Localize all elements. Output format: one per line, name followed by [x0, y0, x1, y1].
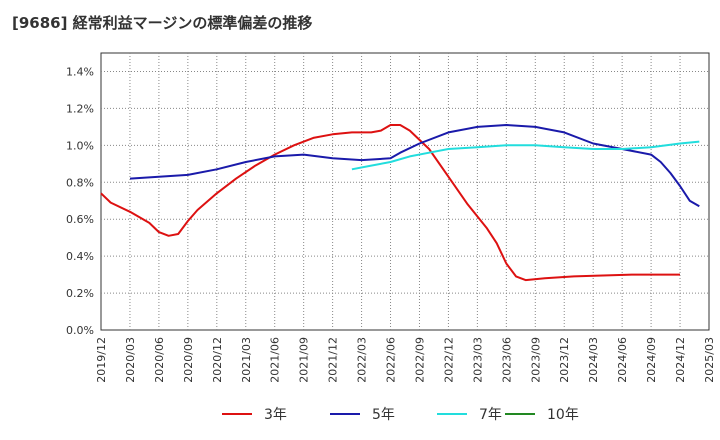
x-tick-label: 2024/06	[616, 337, 629, 383]
x-tick-label: 2022/06	[385, 337, 398, 383]
y-tick-label: 1.4%	[66, 65, 94, 78]
chart-title: [9686] 経常利益マージンの標準偏差の推移	[12, 14, 313, 32]
y-tick-label: 1.2%	[66, 102, 94, 115]
x-tick-label: 2023/12	[558, 337, 571, 383]
x-tick-label: 2024/09	[645, 337, 658, 383]
x-tick-label: 2022/12	[442, 337, 455, 383]
x-tick-label: 2020/12	[211, 337, 224, 383]
x-tick-label: 2020/09	[182, 337, 195, 383]
x-tick-label: 2023/03	[471, 337, 484, 383]
x-tick-label: 2021/12	[327, 337, 340, 383]
y-axis-ticks: 0.0% 0.2% 0.4% 0.6% 0.8% 1.0% 1.2% 1.4%	[66, 65, 94, 337]
x-tick-label: 2021/06	[269, 337, 282, 383]
y-tick-label: 1.0%	[66, 139, 94, 152]
x-tick-label: 2022/09	[413, 337, 426, 383]
series-line	[100, 124, 680, 282]
series-lines	[100, 124, 700, 282]
y-tick-label: 0.0%	[66, 324, 94, 337]
legend-label: 5年	[372, 407, 395, 423]
legend-label: 7年	[479, 407, 502, 423]
legend-label: 3年	[264, 407, 287, 423]
x-tick-label: 2024/12	[674, 337, 687, 383]
legend: 3年 5年 7年 10年	[222, 407, 579, 423]
y-tick-label: 0.8%	[66, 176, 94, 189]
x-tick-label: 2021/09	[298, 337, 311, 383]
y-tick-label: 0.4%	[66, 250, 94, 263]
x-tick-label: 2019/12	[95, 337, 108, 383]
series-line	[351, 140, 700, 171]
legend-label: 10年	[547, 407, 579, 423]
x-tick-label: 2020/06	[153, 337, 166, 383]
x-tick-label: 2022/03	[356, 337, 369, 383]
gridlines	[101, 53, 709, 330]
series-line	[129, 124, 700, 208]
x-tick-label: 2023/06	[500, 337, 513, 383]
plot-area	[100, 52, 710, 331]
y-tick-label: 0.2%	[66, 287, 94, 300]
x-axis-ticks: 2019/12 2020/03 2020/06 2020/09 2020/12 2021/…	[95, 337, 716, 383]
x-tick-label: 2025/03	[703, 337, 716, 383]
x-tick-label: 2021/03	[240, 337, 253, 383]
x-tick-label: 2023/09	[529, 337, 542, 383]
y-tick-label: 0.6%	[66, 213, 94, 226]
x-tick-label: 2024/03	[587, 337, 600, 383]
x-tick-label: 2020/03	[124, 337, 137, 383]
